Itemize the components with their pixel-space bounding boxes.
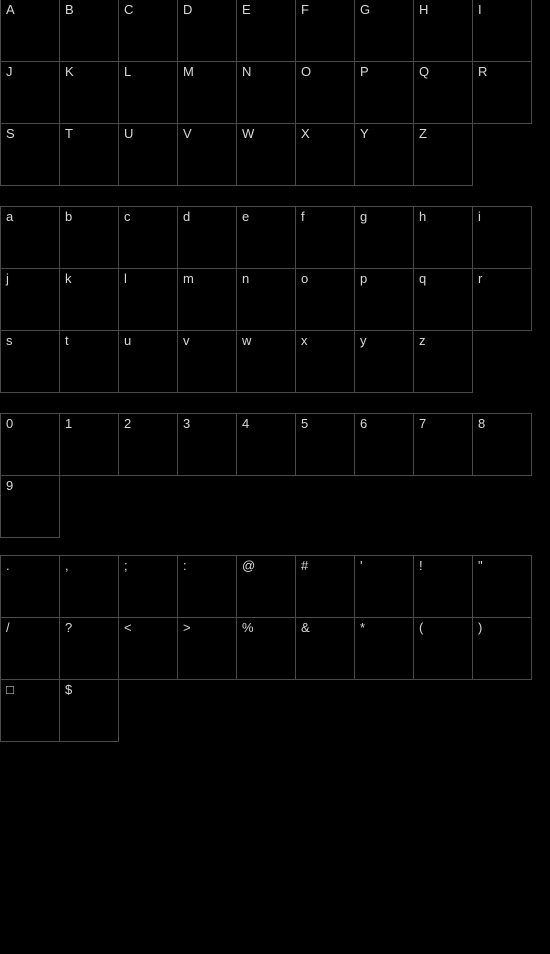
glyph-cell: 9	[0, 475, 60, 538]
glyph-cell: t	[59, 330, 119, 393]
glyph-cell: 6	[354, 413, 414, 476]
glyph-cell: 3	[177, 413, 237, 476]
glyph-cell: z	[413, 330, 473, 393]
glyph-cell: 4	[236, 413, 296, 476]
glyph-cell: S	[0, 123, 60, 186]
glyph-cell: #	[295, 555, 355, 618]
glyph-cell: q	[413, 268, 473, 331]
glyph-cell: C	[118, 0, 178, 62]
glyph-cell: h	[413, 206, 473, 269]
glyph-cell: p	[354, 268, 414, 331]
glyph-cell: )	[472, 617, 532, 680]
glyph-cell: (	[413, 617, 473, 680]
section-lowercase: abcdefghi jklmnopqr stuvwxyz	[0, 207, 550, 393]
glyph-cell: F	[295, 0, 355, 62]
section-uppercase: ABCDEFGHI JKLMNOPQR STUVWXYZ	[0, 0, 550, 186]
glyph-cell: s	[0, 330, 60, 393]
glyph-cell: V	[177, 123, 237, 186]
glyph-cell: N	[236, 61, 296, 124]
glyph-cell: G	[354, 0, 414, 62]
glyph-cell: w	[236, 330, 296, 393]
glyph-cell: *	[354, 617, 414, 680]
glyph-cell: >	[177, 617, 237, 680]
glyph-cell: n	[236, 268, 296, 331]
glyph-cell: '	[354, 555, 414, 618]
glyph-cell: 8	[472, 413, 532, 476]
glyph-cell: %	[236, 617, 296, 680]
glyph-cell: m	[177, 268, 237, 331]
glyph-cell: g	[354, 206, 414, 269]
glyph-cell: ,	[59, 555, 119, 618]
glyph-cell: r	[472, 268, 532, 331]
glyph-cell: E	[236, 0, 296, 62]
glyph-cell: u	[118, 330, 178, 393]
glyph-cell: .	[0, 555, 60, 618]
glyph-cell: &	[295, 617, 355, 680]
glyph-cell: L	[118, 61, 178, 124]
glyph-cell: a	[0, 206, 60, 269]
section-symbols: .,;:@#'!" /?<>%&*() □$	[0, 556, 550, 742]
glyph-cell: !	[413, 555, 473, 618]
section-digits: 012345678 9	[0, 414, 550, 538]
glyph-cell: 1	[59, 413, 119, 476]
glyph-cell: 0	[0, 413, 60, 476]
glyph-cell: Y	[354, 123, 414, 186]
glyph-cell: f	[295, 206, 355, 269]
glyph-cell: ;	[118, 555, 178, 618]
glyph-cell: A	[0, 0, 60, 62]
glyph-cell: d	[177, 206, 237, 269]
section-gap	[0, 186, 550, 207]
glyph-cell: o	[295, 268, 355, 331]
glyph-cell: <	[118, 617, 178, 680]
glyph-cell: T	[59, 123, 119, 186]
glyph-cell: b	[59, 206, 119, 269]
glyph-cell: i	[472, 206, 532, 269]
glyph-cell: I	[472, 0, 532, 62]
glyph-cell: l	[118, 268, 178, 331]
glyph-cell: y	[354, 330, 414, 393]
glyph-cell: U	[118, 123, 178, 186]
glyph-cell: Z	[413, 123, 473, 186]
glyph-cell: B	[59, 0, 119, 62]
glyph-cell: "	[472, 555, 532, 618]
glyph-cell: H	[413, 0, 473, 62]
glyph-cell: □	[0, 679, 60, 742]
section-gap	[0, 393, 550, 414]
glyph-cell: ?	[59, 617, 119, 680]
glyph-cell: $	[59, 679, 119, 742]
glyph-cell: D	[177, 0, 237, 62]
glyph-cell: x	[295, 330, 355, 393]
glyph-cell: :	[177, 555, 237, 618]
glyph-cell: j	[0, 268, 60, 331]
glyph-cell: k	[59, 268, 119, 331]
glyph-cell: K	[59, 61, 119, 124]
glyph-cell: @	[236, 555, 296, 618]
glyph-cell: e	[236, 206, 296, 269]
glyph-cell: 7	[413, 413, 473, 476]
glyph-cell: O	[295, 61, 355, 124]
character-map: ABCDEFGHI JKLMNOPQR STUVWXYZ abcdefghi jklm…	[0, 0, 550, 742]
glyph-cell: M	[177, 61, 237, 124]
glyph-cell: 5	[295, 413, 355, 476]
glyph-cell: R	[472, 61, 532, 124]
glyph-cell: c	[118, 206, 178, 269]
section-gap	[0, 538, 550, 556]
glyph-cell: J	[0, 61, 60, 124]
glyph-cell: /	[0, 617, 60, 680]
glyph-cell: 2	[118, 413, 178, 476]
glyph-cell: v	[177, 330, 237, 393]
glyph-cell: P	[354, 61, 414, 124]
glyph-cell: X	[295, 123, 355, 186]
glyph-cell: W	[236, 123, 296, 186]
glyph-cell: Q	[413, 61, 473, 124]
